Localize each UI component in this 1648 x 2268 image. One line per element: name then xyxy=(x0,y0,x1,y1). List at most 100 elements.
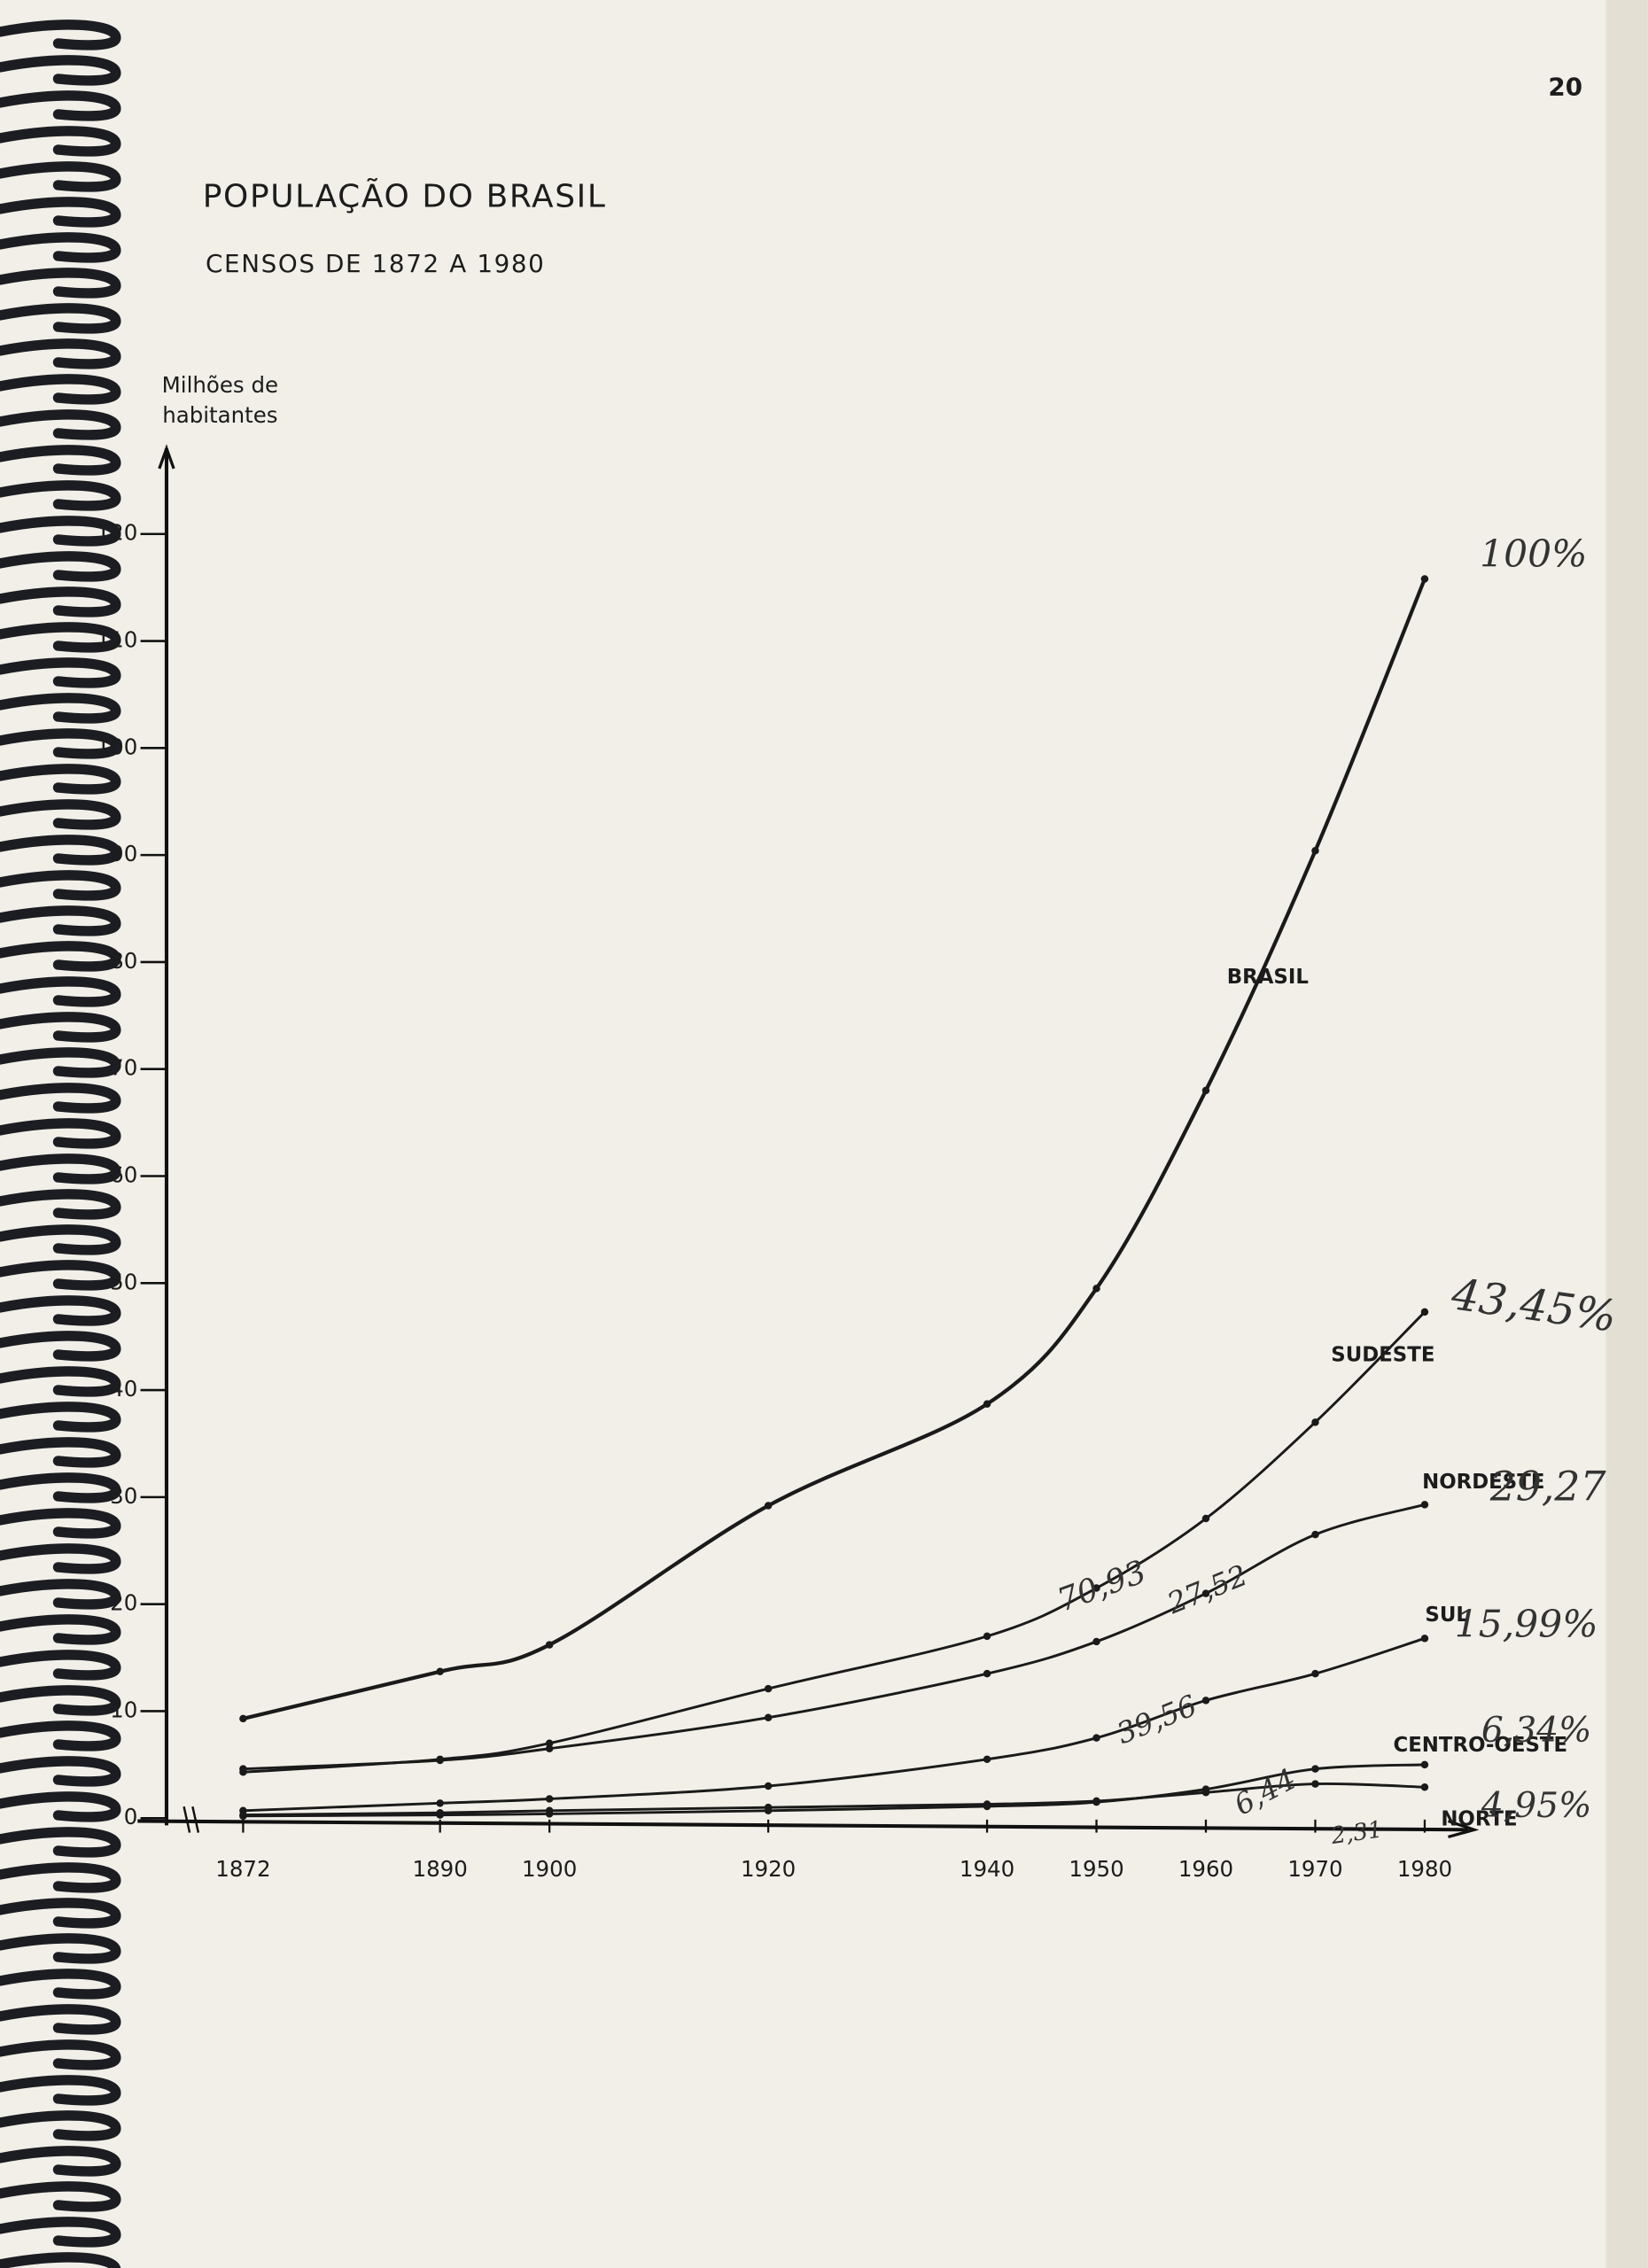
series-label: CENTRO-OESTE xyxy=(1393,1734,1567,1757)
y-axis-arrow xyxy=(158,444,175,470)
handwritten-note: 29,27 xyxy=(1489,1464,1607,1511)
data-point xyxy=(545,1795,554,1803)
chart-title: POPULAÇÃO DO BRASIL xyxy=(203,178,607,215)
data-point xyxy=(239,1765,247,1773)
handwritten-note: 4,95% xyxy=(1481,1786,1591,1826)
series-label: NORTE xyxy=(1441,1807,1517,1830)
x-tick-label: 1872 xyxy=(215,1856,270,1882)
spiral-loop xyxy=(0,1153,121,1184)
y-tick-label: 0 xyxy=(124,1804,138,1829)
data-point xyxy=(1420,1635,1429,1643)
x-tick-label: 1950 xyxy=(1069,1856,1123,1882)
spiral-loop xyxy=(0,1543,121,1574)
y-tick-label: 50 xyxy=(110,1269,137,1294)
data-point xyxy=(1311,1780,1319,1788)
x-axis-arrow xyxy=(1447,1819,1480,1839)
data-point xyxy=(1092,1584,1100,1592)
data-point xyxy=(764,1684,773,1693)
data-point xyxy=(1201,1086,1210,1095)
spiral-loop xyxy=(0,1295,121,1326)
data-point xyxy=(1201,1589,1210,1597)
spiral-loop xyxy=(0,1047,121,1078)
x-tick-label: 1960 xyxy=(1178,1856,1233,1882)
spiral-loop xyxy=(0,1579,121,1610)
y-tick-label: 80 xyxy=(110,948,137,974)
data-point xyxy=(1311,1765,1319,1773)
data-point xyxy=(1420,1308,1429,1317)
y-axis-label: habitantes xyxy=(162,402,277,428)
series-line xyxy=(243,1636,1426,1813)
y-tick-label: 70 xyxy=(110,1055,137,1081)
spiral-loop xyxy=(0,1366,121,1397)
data-point xyxy=(983,1800,991,1808)
y-tick-label: 20 xyxy=(110,1590,137,1616)
spiral-loop xyxy=(0,1472,121,1503)
y-tick-label: 110 xyxy=(97,627,138,653)
spiral-loop xyxy=(0,197,121,228)
y-axis-label: Milhões de xyxy=(162,372,278,398)
axis-break xyxy=(183,1806,200,1833)
data-point xyxy=(436,1799,444,1807)
y-tick-label: 10 xyxy=(110,1697,137,1722)
spiral-loop xyxy=(0,19,121,50)
spiral-loop xyxy=(0,2217,121,2248)
series-line xyxy=(243,1503,1426,1771)
spiral-loop xyxy=(0,1224,121,1255)
spiral-loop xyxy=(0,870,121,901)
spiral-loop xyxy=(0,2004,121,2035)
data-point xyxy=(1201,1514,1210,1523)
spiral-loop xyxy=(0,1933,121,1964)
x-axis xyxy=(137,1819,1469,1832)
data-point xyxy=(1420,575,1429,583)
spiral-loop xyxy=(0,551,121,582)
y-tick-label: 100 xyxy=(97,734,138,759)
spiral-loop xyxy=(0,1898,121,1929)
data-point xyxy=(983,1400,991,1409)
spiral-loop xyxy=(0,622,121,653)
spiral-loop xyxy=(0,126,121,157)
data-point xyxy=(545,1641,554,1649)
data-point xyxy=(1420,1760,1429,1769)
data-point xyxy=(983,1632,991,1641)
spiral-loop xyxy=(0,2252,121,2268)
spiral-loop xyxy=(0,1862,121,1893)
spiral-loop xyxy=(0,1331,121,1362)
data-point xyxy=(1311,1530,1319,1539)
x-tick-label: 1920 xyxy=(741,1856,796,1882)
handwritten-note: 15,99% xyxy=(1455,1604,1598,1647)
handwritten-note: 100% xyxy=(1480,533,1587,577)
spiral-loop xyxy=(0,2039,121,2070)
spiral-loop xyxy=(0,480,121,511)
data-point xyxy=(1092,1285,1100,1293)
data-point xyxy=(764,1713,773,1721)
spiral-loop xyxy=(0,1012,121,1043)
spiral-binding xyxy=(0,19,121,2268)
data-point xyxy=(764,1782,773,1790)
spiral-loop xyxy=(0,232,121,263)
data-point xyxy=(1201,1697,1210,1705)
data-point xyxy=(1420,1783,1429,1791)
spiral-loop xyxy=(0,2181,121,2212)
spiral-loop xyxy=(0,835,121,866)
series-label: SUL xyxy=(1425,1604,1469,1627)
spiral-loop xyxy=(0,1437,121,1468)
spiral-loop xyxy=(0,2110,121,2141)
page-edge xyxy=(1605,0,1648,2268)
spiral-loop xyxy=(0,303,121,334)
data-point xyxy=(545,1739,554,1747)
data-point xyxy=(436,1756,444,1765)
series-line xyxy=(243,1310,1426,1774)
spiral-loop xyxy=(0,516,121,547)
data-point xyxy=(1092,1797,1100,1806)
spiral-loop xyxy=(0,2075,121,2106)
data-point xyxy=(1420,1501,1429,1509)
spiral-loop xyxy=(0,1969,121,2000)
spiral-loop xyxy=(0,374,121,405)
spiral-loop xyxy=(0,2146,121,2177)
spiral-loop xyxy=(0,445,121,476)
spiral-loop xyxy=(0,1260,121,1291)
x-tick-label: 1890 xyxy=(413,1856,468,1882)
series-line xyxy=(243,1782,1425,1817)
spiral-loop xyxy=(0,1402,121,1433)
